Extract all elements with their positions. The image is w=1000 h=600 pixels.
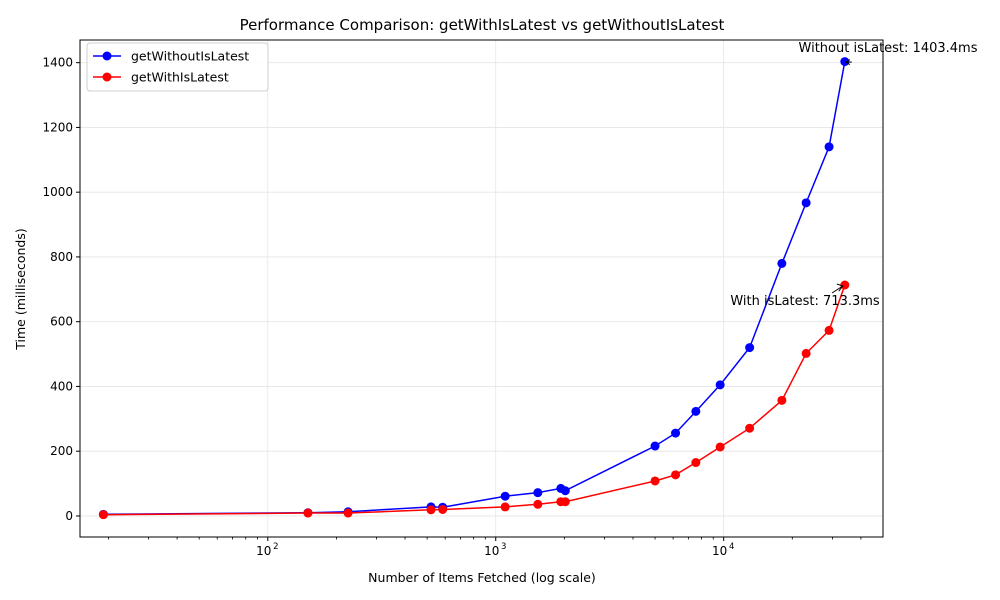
legend: getWithoutIsLatest getWithIsLatest [86,42,269,92]
legend-label-getWithIsLatest: getWithIsLatest [131,70,229,85]
data-point-getWithIsLatest [715,442,725,452]
data-point-getWithIsLatest [801,348,811,358]
data-point-getWithIsLatest [438,504,448,514]
x-tick-exponent: 3 [501,542,506,552]
annotations: Without isLatest: 1403.4ms With isLatest:… [730,41,977,309]
y-tick-label: 400 [50,379,73,393]
grid-lines [80,40,883,537]
series-lines [98,57,850,520]
y-tick-label: 0 [65,509,73,523]
data-point-getWithIsLatest [500,502,510,512]
plot-frame [79,39,884,538]
legend-marker-getWithoutIsLatest [102,51,112,61]
y-tick-label: 200 [50,444,73,458]
series-line-getWithIsLatest [103,284,846,516]
data-point-getWithIsLatest [824,325,834,335]
series-line-getWithoutIsLatest [103,61,846,516]
x-axis-label: Number of Items Fetched (log scale) [368,570,596,585]
data-point-getWithoutIsLatest [840,57,850,67]
chart-title: Performance Comparison: getWithIsLatest … [240,16,725,34]
data-point-getWithIsLatest [777,395,787,405]
y-tick-label: 600 [50,315,73,329]
y-tick-label: 1200 [42,120,73,134]
data-point-getWithIsLatest [426,505,436,515]
data-point-getWithIsLatest [343,508,353,518]
data-point-getWithIsLatest [560,497,570,507]
x-tick-exponent: 4 [729,542,734,552]
data-point-getWithoutIsLatest [777,258,787,268]
data-point-getWithoutIsLatest [715,380,725,390]
data-point-getWithoutIsLatest [650,441,660,451]
data-point-getWithIsLatest [691,458,701,468]
data-point-getWithoutIsLatest [533,488,543,498]
data-point-getWithIsLatest [671,470,681,480]
y-tick-label: 1400 [42,56,73,70]
x-tick-label: 10 [256,544,271,558]
legend-marker-getWithIsLatest [102,72,112,82]
data-point-getWithoutIsLatest [691,406,701,416]
annotation-without-islatest: Without isLatest: 1403.4ms [799,41,978,56]
y-axis-label: Time (milliseconds) [13,228,28,350]
annotation-arrowhead-without [844,59,851,65]
data-point-getWithIsLatest [533,499,543,509]
data-point-getWithIsLatest [650,476,660,486]
annotation-arrowhead-with [836,283,844,292]
data-point-getWithIsLatest [303,508,313,518]
data-point-getWithoutIsLatest [500,491,510,501]
data-point-getWithIsLatest [98,510,108,520]
x-tick-label: 10 [712,544,727,558]
x-tick-exponent: 2 [273,542,278,552]
annotation-with-islatest: With isLatest: 713.3ms [730,294,880,309]
x-tick-label: 10 [484,544,499,558]
data-point-getWithoutIsLatest [560,486,570,496]
y-tick-label: 800 [50,250,73,264]
legend-box [86,42,269,92]
data-point-getWithIsLatest [840,280,850,290]
y-tick-label: 1000 [42,185,73,199]
data-point-getWithoutIsLatest [801,198,811,208]
data-point-getWithIsLatest [745,423,755,433]
annotation-arrow-with [831,285,844,294]
data-point-getWithoutIsLatest [824,142,834,152]
data-point-getWithoutIsLatest [671,428,681,438]
legend-label-getWithoutIsLatest: getWithoutIsLatest [131,49,249,64]
data-point-getWithoutIsLatest [745,343,755,353]
